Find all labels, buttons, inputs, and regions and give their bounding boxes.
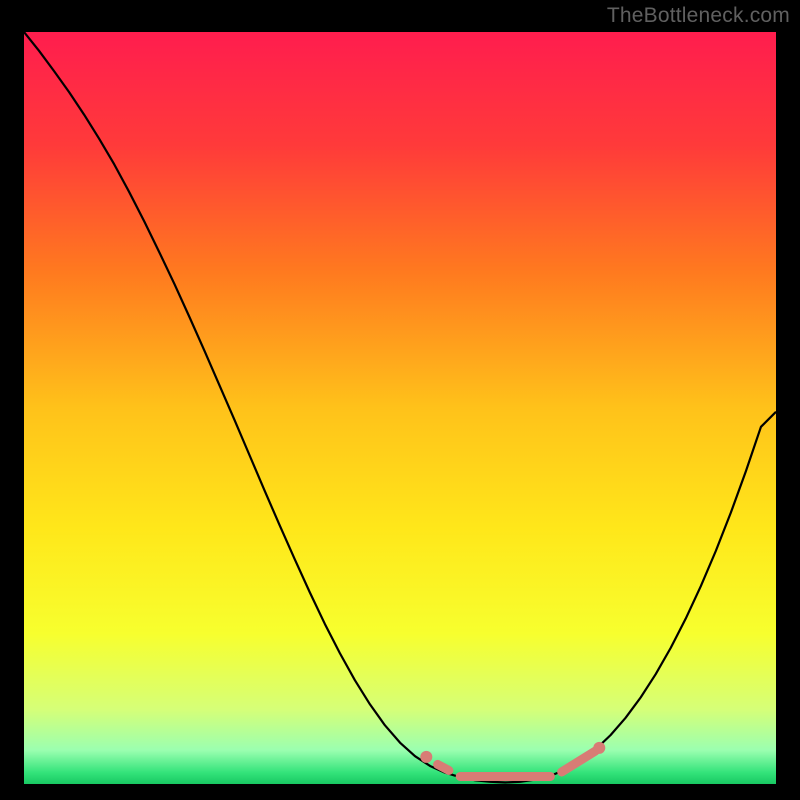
plot-svg: [24, 32, 776, 784]
plot-area: [24, 32, 776, 784]
gradient-background: [24, 32, 776, 784]
watermark-text: TheBottleneck.com: [607, 4, 790, 28]
